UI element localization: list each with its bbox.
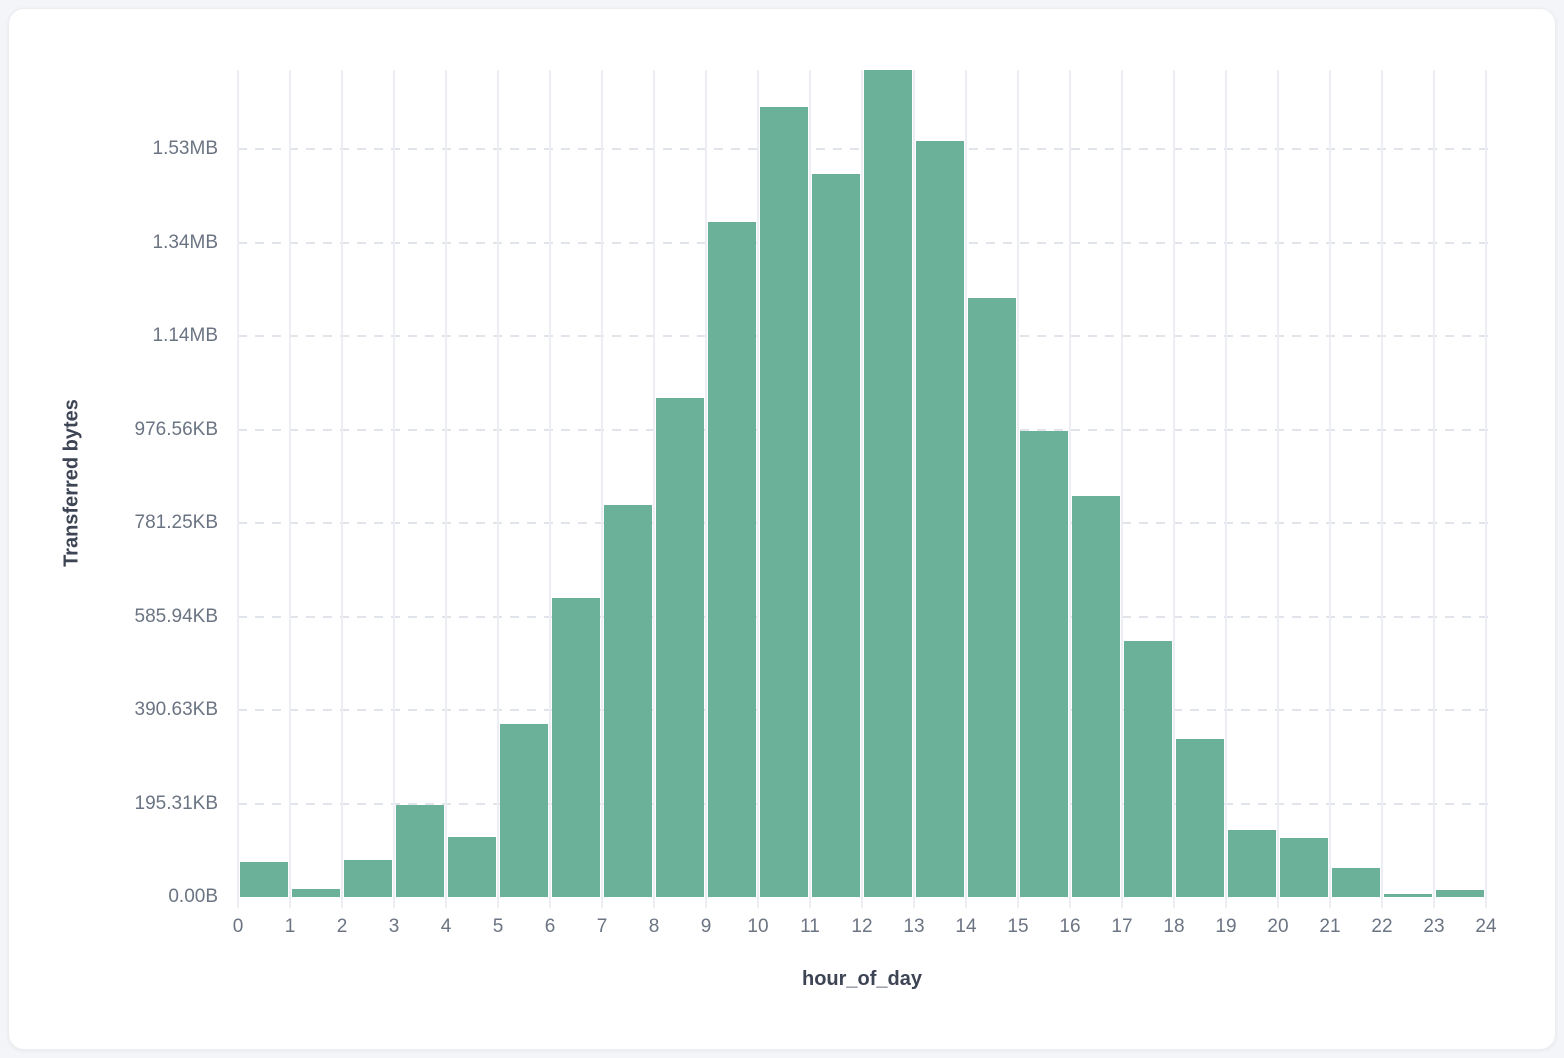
histogram-bar-hour-3[interactable] <box>396 804 444 897</box>
x-tick-label: 2 <box>336 916 348 937</box>
histogram-bar-hour-1[interactable] <box>292 889 340 897</box>
x-tick-label: 7 <box>596 916 608 937</box>
y-tick-label: 976.56KB <box>134 418 218 440</box>
gridline-vertical <box>913 70 915 908</box>
histogram-bar-hour-19[interactable] <box>1228 830 1276 897</box>
gridline-vertical <box>1329 70 1331 908</box>
histogram-bar-hour-11[interactable] <box>812 174 860 897</box>
x-tick-label: 15 <box>1007 916 1029 937</box>
gridline-vertical <box>497 70 499 908</box>
gridline-vertical <box>445 70 447 908</box>
x-tick-label: 1 <box>284 916 296 937</box>
gridline-vertical <box>1433 70 1435 908</box>
histogram-bar-hour-13[interactable] <box>916 141 964 897</box>
x-tick-label: 17 <box>1111 916 1133 937</box>
histogram-bar-hour-0[interactable] <box>240 861 288 897</box>
x-tick-label: 18 <box>1163 916 1185 937</box>
y-tick-label: 1.53MB <box>152 138 218 159</box>
histogram-bar-hour-12[interactable] <box>864 70 912 897</box>
y-tick-label: 0.00B <box>168 886 218 907</box>
x-tick-label: 10 <box>747 916 769 937</box>
histogram-bar-hour-10[interactable] <box>760 106 808 897</box>
histogram-bar-hour-6[interactable] <box>552 597 600 897</box>
x-tick-label: 13 <box>903 916 925 937</box>
gridline-vertical <box>861 70 863 908</box>
gridline-vertical <box>1381 70 1383 908</box>
y-tick-label: 1.14MB <box>152 325 218 346</box>
x-tick-label: 14 <box>955 916 977 937</box>
gridline-vertical <box>965 70 967 908</box>
histogram-bar-hour-7[interactable] <box>604 505 652 897</box>
y-tick-label: 1.34MB <box>152 231 218 253</box>
gridline-vertical <box>653 70 655 908</box>
histogram-bar-hour-8[interactable] <box>656 397 704 897</box>
histogram-bar-hour-2[interactable] <box>344 860 392 897</box>
histogram-bar-hour-15[interactable] <box>1020 430 1068 897</box>
histogram-bar-hour-21[interactable] <box>1332 868 1380 897</box>
histogram-bar-hour-22[interactable] <box>1384 894 1432 897</box>
x-tick-label: 24 <box>1475 916 1497 937</box>
histogram-bar-hour-18[interactable] <box>1176 739 1224 897</box>
x-tick-label: 4 <box>440 916 452 937</box>
histogram-bar-hour-5[interactable] <box>500 723 548 897</box>
gridline-vertical <box>1121 70 1123 908</box>
x-tick-label: 21 <box>1319 916 1341 937</box>
gridline-vertical <box>341 70 343 908</box>
gridline-vertical <box>289 70 291 908</box>
gridline-vertical <box>705 70 707 908</box>
x-tick-label: 0 <box>232 916 244 937</box>
gridline-vertical <box>1485 70 1487 908</box>
gridline-vertical <box>601 70 603 908</box>
y-axis-title: Transferred bytes <box>60 399 83 567</box>
x-tick-label: 20 <box>1267 916 1289 937</box>
x-tick-label: 12 <box>851 916 873 937</box>
x-tick-label: 8 <box>648 916 660 937</box>
histogram-bar-hour-9[interactable] <box>708 222 756 897</box>
histogram-bar-hour-17[interactable] <box>1124 640 1172 897</box>
histogram-bar-hour-16[interactable] <box>1072 495 1120 897</box>
x-tick-label: 23 <box>1423 916 1445 937</box>
y-tick-label: 195.31KB <box>134 792 218 814</box>
gridline-vertical <box>809 70 811 908</box>
gridline-vertical <box>1225 70 1227 908</box>
gridline-vertical <box>393 70 395 908</box>
x-axis-title: hour_of_day <box>801 968 923 990</box>
x-tick-label: 5 <box>492 916 504 937</box>
x-tick-label: 11 <box>800 916 820 937</box>
histogram-bar-hour-20[interactable] <box>1280 837 1328 897</box>
gridline-vertical <box>1173 70 1175 908</box>
y-tick-label: 390.63KB <box>134 699 218 720</box>
x-tick-label: 3 <box>388 916 400 937</box>
gridline-vertical <box>549 70 551 908</box>
y-tick-label: 585.94KB <box>134 605 218 627</box>
x-tick-label: 16 <box>1059 916 1081 937</box>
y-tick-label: 781.25KB <box>134 512 218 533</box>
gridline-vertical <box>1017 70 1019 908</box>
x-tick-label: 6 <box>544 916 556 937</box>
x-tick-label: 9 <box>700 916 712 937</box>
x-tick-label: 19 <box>1215 916 1237 937</box>
gridline-vertical <box>1277 70 1279 908</box>
x-tick-label: 22 <box>1371 916 1393 937</box>
histogram-bar-hour-23[interactable] <box>1436 889 1484 897</box>
histogram-bar-hour-14[interactable] <box>968 298 1016 897</box>
gridline-vertical <box>757 70 759 908</box>
gridline-vertical <box>1069 70 1071 908</box>
histogram-bar-hour-4[interactable] <box>448 836 496 897</box>
gridline-vertical <box>237 70 239 908</box>
